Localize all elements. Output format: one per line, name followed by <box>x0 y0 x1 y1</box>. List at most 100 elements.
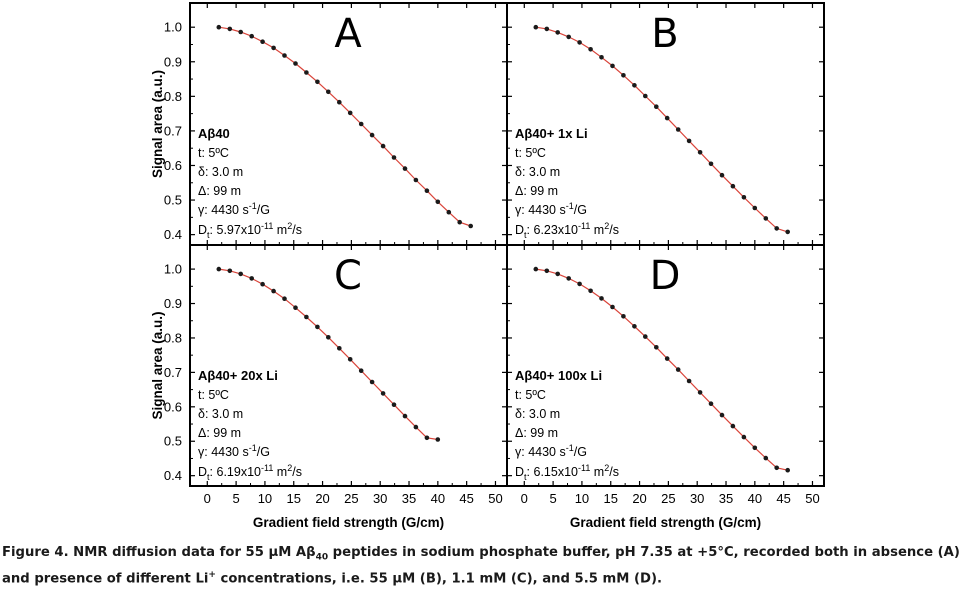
data-point <box>708 161 714 167</box>
data-point <box>402 166 408 171</box>
data-point <box>708 401 714 407</box>
y-tick-label: 0.9 <box>164 296 182 311</box>
x-tick-label: 50 <box>805 491 819 506</box>
data-point <box>238 271 243 277</box>
y-tick-label: 0.4 <box>164 227 182 242</box>
data-point <box>413 424 419 430</box>
data-point <box>260 39 265 44</box>
panel-a: 0.4 0.5 0.6 0.7 0.8 0.9 1.0 A Aβ40 t: 5ºC δ: 3.0 m… <box>164 2 508 246</box>
data-point <box>533 24 539 30</box>
x-tick-label: 25 <box>661 491 675 506</box>
data-point <box>402 413 408 419</box>
gamma-unit: /G <box>574 445 587 459</box>
diffusion-symbol: D <box>198 465 207 479</box>
diffusion-unit-end: /s <box>609 223 619 237</box>
gamma-unit: /G <box>257 203 270 217</box>
annotation-temp: t: 5ºC <box>198 388 229 402</box>
panels-layer: 0.4 0.5 0.6 0.7 0.8 0.9 1.0 A Aβ40 t: 5ºC δ: 3.0 m… <box>164 2 825 487</box>
x-tick-label: 10 <box>258 491 272 506</box>
data-point <box>304 314 309 320</box>
annotation-diffusion: Dt: 6.23x10-11 m2/s <box>515 221 619 240</box>
data-point <box>588 47 593 52</box>
diffusion-exponent: -11 <box>578 463 590 473</box>
data-point <box>326 89 331 95</box>
data-point <box>719 172 725 178</box>
data-point <box>785 467 790 473</box>
data-point <box>664 115 670 121</box>
data-point <box>413 177 419 183</box>
data-point <box>282 296 287 302</box>
data-point <box>643 334 648 339</box>
x-tick-label: 45 <box>459 491 473 506</box>
data-point <box>686 138 692 144</box>
annotation-diffusion: Dt: 6.15x10-11 m2/s <box>515 463 619 482</box>
data-point <box>621 314 626 319</box>
caption-sup: + <box>208 569 216 580</box>
diffusion-value: : 6.23x10 <box>527 223 578 237</box>
data-point <box>588 288 593 294</box>
data-point <box>664 356 670 361</box>
gamma-unit: /G <box>257 445 270 459</box>
annotation-delta-big: Δ: 99 m <box>515 184 558 198</box>
annotation-delta-big: Δ: 99 m <box>198 426 241 440</box>
y-tick-label: 0.5 <box>164 434 182 449</box>
data-point <box>315 79 320 85</box>
fit-line <box>218 26 471 227</box>
annotation-gamma: γ: 4430 s-1/G <box>198 443 270 459</box>
y-tick-label: 0.9 <box>164 54 182 69</box>
diffusion-symbol: D <box>515 465 524 479</box>
diffusion-exponent: -11 <box>578 221 590 231</box>
data-point <box>599 296 604 301</box>
data-point <box>358 368 364 374</box>
data-point <box>249 276 254 281</box>
panel-letter: D <box>650 253 681 299</box>
annotation-diffusion: Dt: 5.97x10-11 m2/s <box>198 221 302 240</box>
data-point <box>446 209 452 215</box>
data-point <box>730 183 736 189</box>
data-point <box>675 127 681 132</box>
x-tick-label: 25 <box>344 491 358 506</box>
gamma-text: γ: 4430 s <box>515 203 566 217</box>
data-point <box>468 223 474 229</box>
annotation-diffusion: Dt: 6.19x10-11 m2/s <box>198 463 302 482</box>
data-point <box>730 423 736 429</box>
data-point <box>533 266 539 272</box>
diffusion-unit: m <box>590 465 604 479</box>
data-point <box>369 132 375 138</box>
diffusion-value: : 6.19x10 <box>210 465 261 479</box>
data-point <box>719 412 725 418</box>
data-point <box>238 29 243 35</box>
annotation-title: Aβ40+ 20x Li <box>198 368 278 383</box>
data-point <box>326 335 331 340</box>
annotation-temp: t: 5ºC <box>515 146 546 160</box>
data-point <box>566 34 571 40</box>
data-point <box>457 219 463 225</box>
panel-frame <box>506 244 825 487</box>
y-tick-label: 0.6 <box>164 399 182 414</box>
data-point <box>271 288 276 294</box>
gamma-text: γ: 4430 s <box>515 445 566 459</box>
x-tick-label: 5 <box>549 491 556 506</box>
gamma-unit: /G <box>574 203 587 217</box>
data-point <box>315 324 320 330</box>
x-tick-label: 15 <box>604 491 618 506</box>
diffusion-exponent: -11 <box>261 463 273 473</box>
annotation-title: Aβ40+ 1x Li <box>515 126 588 141</box>
data-point <box>686 378 692 384</box>
data-point <box>293 61 298 66</box>
y-tick-label: 0.4 <box>164 468 182 483</box>
annotation-delta-small: δ: 3.0 m <box>515 165 560 179</box>
data-point <box>282 53 287 58</box>
data-point <box>544 26 550 32</box>
annotation-delta-small: δ: 3.0 m <box>198 165 243 179</box>
x-axis-label: Gradient field strength (G/cm) <box>570 515 761 530</box>
data-point <box>763 216 769 221</box>
data-point <box>544 268 550 274</box>
data-point <box>293 305 298 311</box>
data-point <box>555 271 560 277</box>
data-point <box>675 367 681 372</box>
data-point <box>774 226 779 231</box>
data-point <box>424 188 430 193</box>
x-tick-label: 50 <box>488 491 502 506</box>
annotation-delta-big: Δ: 99 m <box>515 426 558 440</box>
